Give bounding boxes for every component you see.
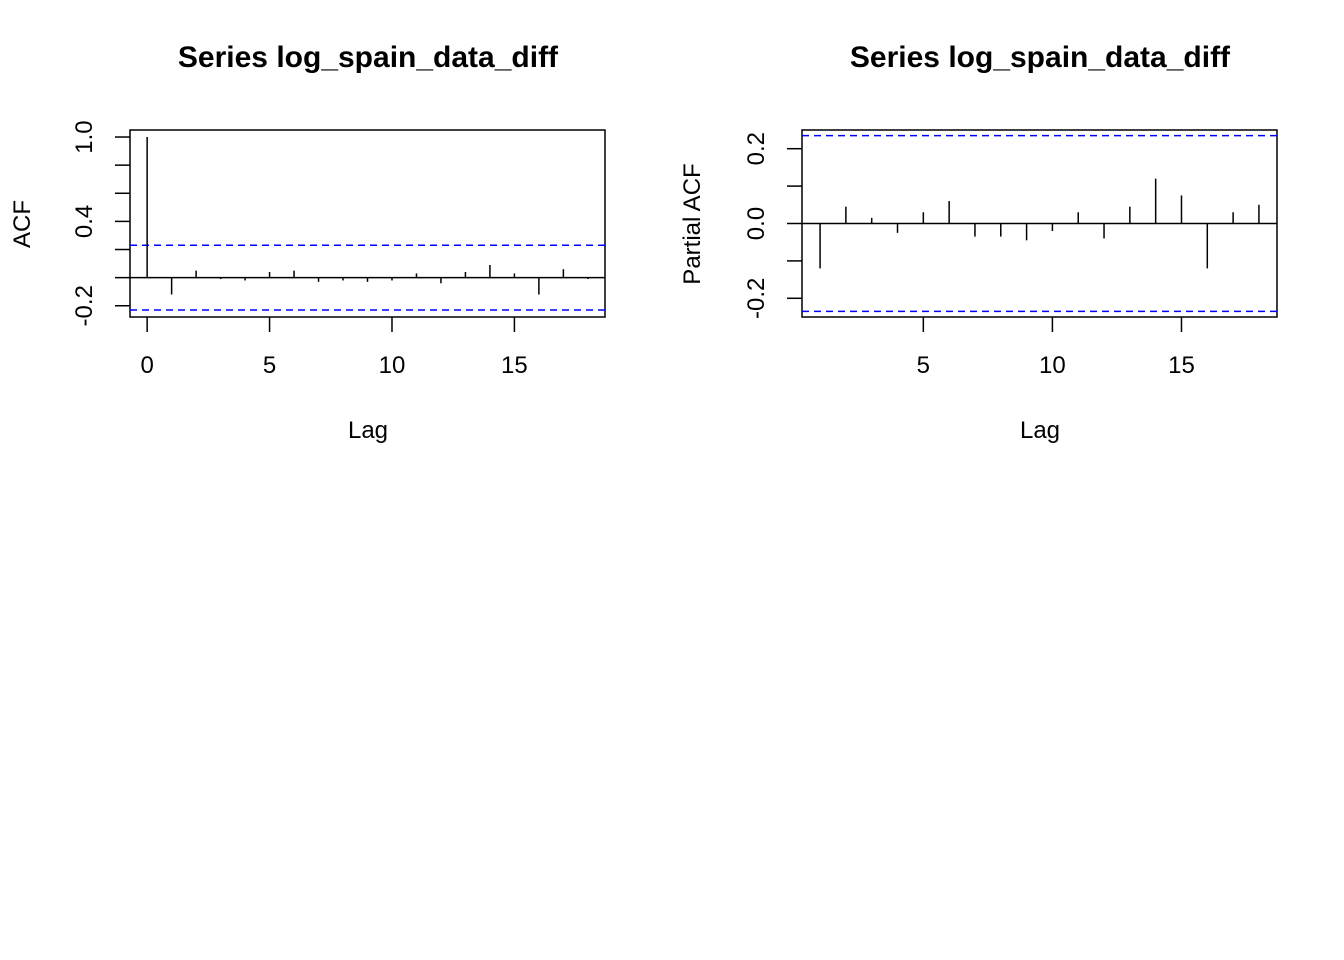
pacf-xtick-label: 10 (1039, 352, 1066, 379)
acf-plot-frame (129, 129, 606, 318)
pacf-xtick-label: 5 (917, 352, 930, 379)
pacf-ytick-label: -0.2 (743, 278, 770, 319)
acf-panel: Series log_spain_data_diff 0 5 10 15 -0.2 0.4 1… (9, 41, 606, 444)
pacf-panel: Series log_spain_data_diff 5 10 15 -0.2 0.0 0.… (679, 41, 1278, 444)
acf-ytick-label: -0.2 (71, 285, 98, 326)
acf-xtick-label: 5 (263, 352, 276, 379)
pacf-title: Series log_spain_data_diff (850, 41, 1231, 74)
pacf-ytick-label: 0.2 (743, 132, 770, 165)
pacf-xtick-label: 15 (1168, 352, 1195, 379)
acf-y-axis-label: ACF (9, 200, 36, 248)
acf-x-axis-label: Lag (348, 417, 388, 444)
acf-ytick-label: 0.4 (71, 205, 98, 238)
pacf-x-axis-label: Lag (1020, 417, 1060, 444)
acf-xtick-label: 15 (501, 352, 528, 379)
acf-ytick-label: 1.0 (71, 120, 98, 153)
acf-xtick-label: 0 (140, 352, 153, 379)
pacf-ytick-label: 0.0 (743, 207, 770, 240)
acf-title: Series log_spain_data_diff (178, 41, 559, 74)
pacf-y-axis-label: Partial ACF (679, 163, 706, 284)
acf-xtick-label: 10 (379, 352, 406, 379)
